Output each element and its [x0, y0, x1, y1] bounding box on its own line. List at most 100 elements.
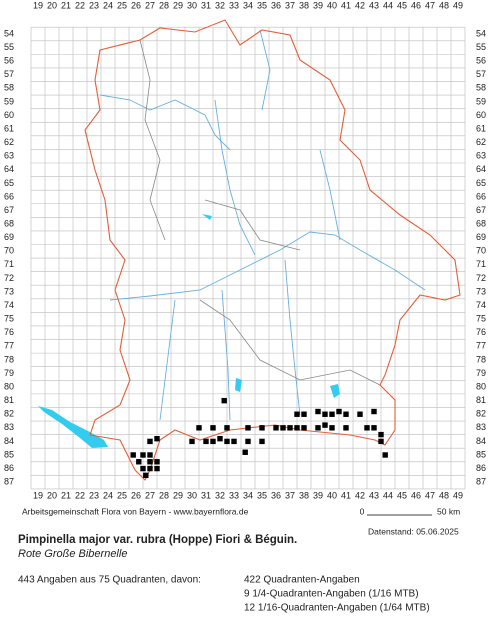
x-tick-label: 47 — [425, 0, 435, 10]
occurrence — [294, 425, 300, 431]
title: Pimpinella major var. rubra (Hoppe) Fior… — [18, 534, 297, 546]
occurrence — [147, 459, 153, 465]
occurrence — [280, 425, 286, 431]
y-tick-label: 72 — [4, 273, 14, 283]
y-tick-label: 57 — [4, 69, 14, 79]
occurrence — [343, 411, 349, 417]
occurrence — [242, 449, 248, 455]
occurrence — [143, 472, 149, 479]
occurrence — [364, 425, 370, 431]
date: Datenstand: 05.06.2025 — [368, 526, 459, 536]
occurrence — [315, 408, 321, 415]
occurrence — [287, 425, 293, 431]
occurrence — [224, 438, 230, 445]
x-tick-label: 27 — [145, 490, 155, 500]
y-tick-label: 79 — [476, 368, 486, 378]
y-tick-label: 86 — [476, 463, 486, 473]
y-tick-label: 87 — [4, 477, 14, 487]
x-tick-label: 26 — [131, 490, 141, 500]
x-tick-label: 21 — [61, 0, 71, 10]
occurrence — [371, 408, 377, 415]
x-tick-label: 36 — [271, 0, 281, 10]
y-tick-label: 86 — [4, 463, 14, 473]
credit: Arbeitsgemeinschaft Flora von Bayern - w… — [22, 506, 249, 516]
x-tick-label: 42 — [355, 490, 365, 500]
y-tick-label: 70 — [476, 246, 486, 256]
occurrence — [357, 411, 363, 417]
x-tick-label: 31 — [201, 0, 211, 10]
y-tick-label: 62 — [4, 137, 14, 147]
x-tick-label: 19 — [33, 0, 43, 10]
y-tick-label: 55 — [4, 42, 14, 52]
y-tick-label: 75 — [4, 314, 14, 324]
y-tick-label: 79 — [4, 368, 14, 378]
y-tick-label: 80 — [4, 381, 14, 391]
occurrence — [210, 438, 216, 445]
y-tick-label: 74 — [4, 300, 14, 310]
stat: 12 1/16-Quadranten-Angaben (1/64 MTB) — [244, 603, 430, 614]
x-tick-label: 33 — [229, 490, 239, 500]
x-tick-label: 29 — [173, 0, 183, 10]
x-tick-label: 46 — [411, 490, 421, 500]
state-border — [84, 19, 461, 481]
x-tick-label: 39 — [313, 490, 323, 500]
x-tick-label: 38 — [299, 0, 309, 10]
occurrence — [259, 425, 265, 431]
x-tick-label: 24 — [103, 0, 113, 10]
x-tick-label: 40 — [327, 490, 337, 500]
y-tick-label: 83 — [476, 422, 486, 432]
y-tick-label: 67 — [4, 205, 14, 215]
x-tick-label: 30 — [187, 490, 197, 500]
x-tick-label: 44 — [383, 0, 393, 10]
x-tick-label: 43 — [369, 0, 379, 10]
grid: 19 19 20 20 21 21 22 22 23 23 24 24 25 25 26 26 27 27 28 28… — [4, 0, 486, 500]
y-tick-label: 68 — [476, 218, 486, 228]
occurrence — [378, 431, 384, 438]
y-tick-label: 77 — [476, 341, 486, 351]
occurrence — [189, 438, 195, 445]
x-tick-label: 31 — [201, 490, 211, 500]
subtitle: Rote Große Bibernelle — [18, 548, 127, 560]
x-tick-label: 44 — [383, 490, 393, 500]
x-tick-label: 30 — [187, 0, 197, 10]
x-tick-label: 49 — [453, 490, 463, 500]
y-tick-label: 74 — [476, 300, 486, 310]
occurrence — [147, 438, 153, 445]
occurrence — [245, 438, 251, 445]
y-tick-label: 65 — [4, 178, 14, 188]
x-tick-label: 24 — [103, 490, 113, 500]
y-tick-label: 73 — [476, 286, 486, 296]
occurrence — [154, 459, 160, 465]
x-tick-label: 42 — [355, 0, 365, 10]
x-tick-label: 29 — [173, 490, 183, 500]
occurrence — [221, 397, 227, 404]
x-tick-label: 41 — [341, 490, 351, 500]
x-tick-label: 45 — [397, 490, 407, 500]
x-tick-label: 35 — [257, 0, 267, 10]
y-tick-label: 60 — [4, 110, 14, 120]
y-tick-label: 81 — [476, 395, 486, 405]
x-tick-label: 25 — [117, 0, 127, 10]
x-tick-label: 40 — [327, 0, 337, 10]
lake — [330, 384, 340, 398]
y-tick-label: 71 — [476, 259, 486, 269]
y-tick-label: 66 — [4, 191, 14, 201]
x-tick-label: 22 — [75, 490, 85, 500]
y-tick-label: 81 — [4, 395, 14, 405]
x-tick-label: 26 — [131, 0, 141, 10]
y-tick-label: 71 — [4, 259, 14, 269]
y-tick-label: 85 — [4, 449, 14, 459]
y-tick-label: 75 — [476, 314, 486, 324]
occurrence — [196, 425, 202, 431]
occurrence — [336, 408, 342, 415]
y-tick-label: 69 — [476, 232, 486, 242]
x-tick-label: 34 — [243, 0, 253, 10]
scale-end: 50 km — [437, 506, 460, 516]
x-tick-label: 41 — [341, 0, 351, 10]
occurrence — [217, 435, 223, 442]
x-tick-label: 28 — [159, 490, 169, 500]
y-tick-label: 73 — [4, 286, 14, 296]
x-tick-label: 19 — [33, 490, 43, 500]
x-tick-label: 43 — [369, 490, 379, 500]
y-tick-label: 59 — [476, 96, 486, 106]
